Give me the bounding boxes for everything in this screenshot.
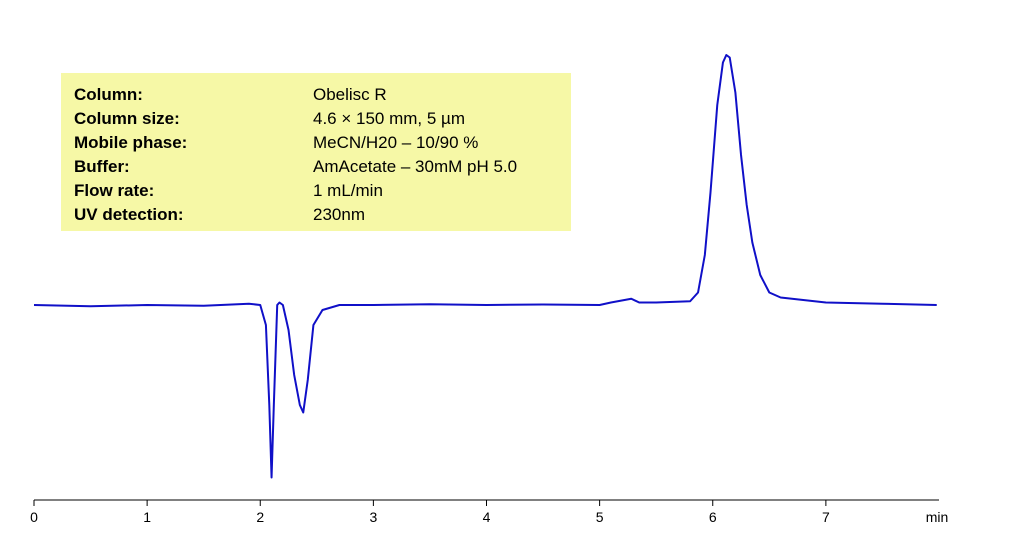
annotation-label: Flow rate: [74, 181, 154, 200]
x-tick-label: 7 [822, 509, 830, 525]
x-tick-label: 5 [596, 509, 604, 525]
annotation-value: 1 mL/min [313, 181, 383, 200]
annotation-value: MeCN/H20 – 10/90 % [313, 133, 478, 152]
annotation-label: Column: [74, 85, 143, 104]
x-tick-label: 4 [483, 509, 491, 525]
x-tick-label: 2 [256, 509, 264, 525]
x-tick-label: 3 [369, 509, 377, 525]
annotation-label: Column size: [74, 109, 180, 128]
annotation-value: 230nm [313, 205, 365, 224]
annotation-label: Mobile phase: [74, 133, 187, 152]
annotation-label: UV detection: [74, 205, 184, 224]
annotation-value: 4.6 × 150 mm, 5 µm [313, 109, 465, 128]
annotation-value: Obelisc R [313, 85, 387, 104]
annotation-value: AmAcetate – 30mM pH 5.0 [313, 157, 517, 176]
x-tick-label: 6 [709, 509, 717, 525]
x-axis-label: min [926, 509, 949, 525]
x-tick-label: 1 [143, 509, 151, 525]
annotation-label: Buffer: [74, 157, 130, 176]
info-box [61, 73, 571, 231]
x-tick-label: 0 [30, 509, 38, 525]
chromatogram-line [33, 54, 937, 479]
